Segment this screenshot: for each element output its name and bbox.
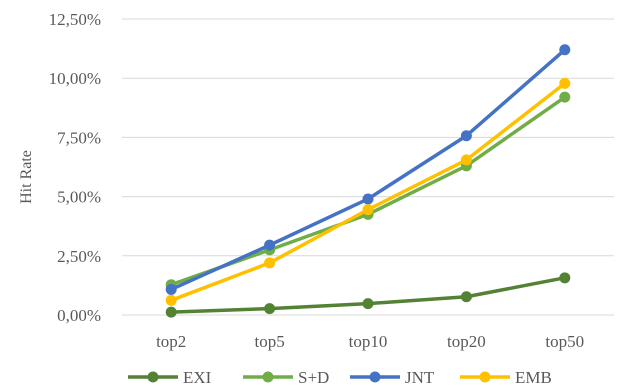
data-point [362,298,374,310]
x-tick-label: top20 [447,332,486,351]
data-point [460,154,472,166]
y-tick-label: 12,50% [49,10,101,29]
legend-item: EMB [460,368,552,387]
data-point [362,204,374,216]
data-point [264,257,276,269]
legend-swatch-marker [147,371,159,383]
data-point [460,291,472,303]
legend-swatch-marker [479,371,491,383]
series-lines [165,44,571,318]
legend-label: S+D [298,368,329,387]
legend-label: EMB [515,368,552,387]
y-tick-label: 0,00% [57,306,101,325]
x-axis-tick-labels: top2 top5 top10 top20 top50 [156,332,584,351]
data-point [165,294,177,306]
series-emb [165,77,571,306]
series-line [169,81,567,303]
legend-item: S+D [243,368,329,387]
y-tick-label: 2,50% [57,247,101,266]
x-tick-label: top2 [156,332,186,351]
data-point [460,130,472,142]
legend-swatch-marker [262,371,274,383]
data-point [559,77,571,89]
x-tick-label: top5 [254,332,284,351]
data-point [165,306,177,318]
y-axis-title: Hit Rate [18,150,35,204]
y-axis-tick-labels: 0,00% 2,50% 5,00% 7,50% 10,00% 12,50% [49,10,101,325]
legend-item: EXI [128,368,212,387]
series-line [169,48,567,292]
data-point [264,239,276,251]
data-point [559,272,571,284]
series-line [169,95,567,287]
series-exi [165,272,571,318]
legend: EXI S+D JNT EMB [128,368,552,387]
series-jnt [165,44,571,295]
y-tick-label: 7,50% [57,128,101,147]
gridlines [122,18,614,316]
x-tick-label: top10 [349,332,388,351]
x-tick-label: top50 [545,332,584,351]
legend-swatch-marker [369,371,381,383]
data-point [559,44,571,56]
data-point [165,283,177,295]
legend-label: EXI [183,368,212,387]
series-s-d [165,91,571,291]
legend-item: JNT [350,368,435,387]
legend-label: JNT [405,368,435,387]
data-point [264,303,276,315]
data-point [362,193,374,205]
data-point [559,91,571,103]
y-tick-label: 5,00% [57,188,101,207]
y-tick-label: 10,00% [49,69,101,88]
